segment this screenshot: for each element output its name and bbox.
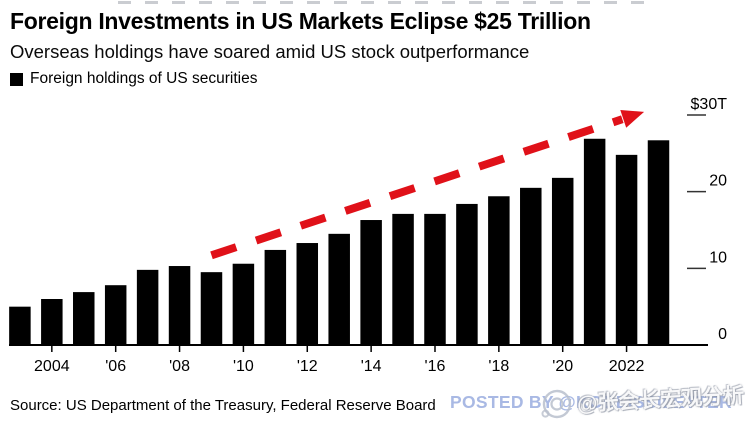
x-tick-label: '16 <box>425 358 446 375</box>
bar-2011 <box>264 249 287 345</box>
bar-2021 <box>583 138 606 345</box>
bar-2015 <box>392 213 414 345</box>
bar-2018 <box>488 196 510 345</box>
posted-by-watermark: POSTED BY @KOBEISSILETTER <box>450 392 732 412</box>
legend-label: Foreign holdings of US securities <box>30 70 258 87</box>
x-tick-label: 2004 <box>34 358 70 375</box>
bar-2020 <box>551 177 574 345</box>
bar-2016 <box>424 213 446 345</box>
bar-2023 <box>647 140 670 345</box>
legend-swatch-icon <box>10 72 23 86</box>
weibo-handle-text: @张会长宏观分析 <box>576 384 745 416</box>
bar-2005 <box>73 292 95 345</box>
chart-subtitle: Overseas holdings have soared amid US st… <box>10 41 530 62</box>
y-tick-label: 10 <box>709 249 727 266</box>
x-tick-label: '12 <box>297 358 318 375</box>
bar-2019 <box>520 187 542 345</box>
bar-2007 <box>136 269 159 345</box>
bar-2017 <box>456 203 478 345</box>
x-tick-label: '18 <box>488 358 509 375</box>
bar-2010 <box>232 263 255 345</box>
bar-2014 <box>360 220 382 345</box>
bar-2013 <box>328 233 350 345</box>
x-tick-label: '10 <box>233 358 254 375</box>
x-tick-label: 2022 <box>609 358 645 375</box>
page-title: Foreign Investments in US Markets Eclips… <box>10 8 591 34</box>
y-tick-label: 20 <box>709 173 727 190</box>
y-tick-label: 0 <box>718 326 727 343</box>
x-tick-label: '08 <box>169 358 190 375</box>
x-tick-label: '14 <box>361 358 382 375</box>
weibo-watermark: @张会长宏观分析 <box>537 377 745 422</box>
source-note: Source: US Department of the Treasury, F… <box>10 397 436 414</box>
y-tick-label: $30T <box>691 96 728 113</box>
bar-2008 <box>168 266 191 345</box>
trend-arrow-head <box>620 110 645 128</box>
chart-legend: Foreign holdings of US securities <box>10 70 257 88</box>
weibo-camera-icon <box>541 389 572 419</box>
bar-2009 <box>200 272 223 345</box>
bar-2022 <box>615 154 638 345</box>
bar-2006 <box>104 285 127 345</box>
x-tick-label: '20 <box>552 358 573 375</box>
trend-arrow-line <box>210 115 624 260</box>
cropped-text-artifact <box>118 1 648 4</box>
bar-2004 <box>41 299 63 345</box>
bar-2012 <box>296 243 319 345</box>
x-tick-label: '06 <box>105 358 126 375</box>
bar-2003 <box>9 306 31 346</box>
